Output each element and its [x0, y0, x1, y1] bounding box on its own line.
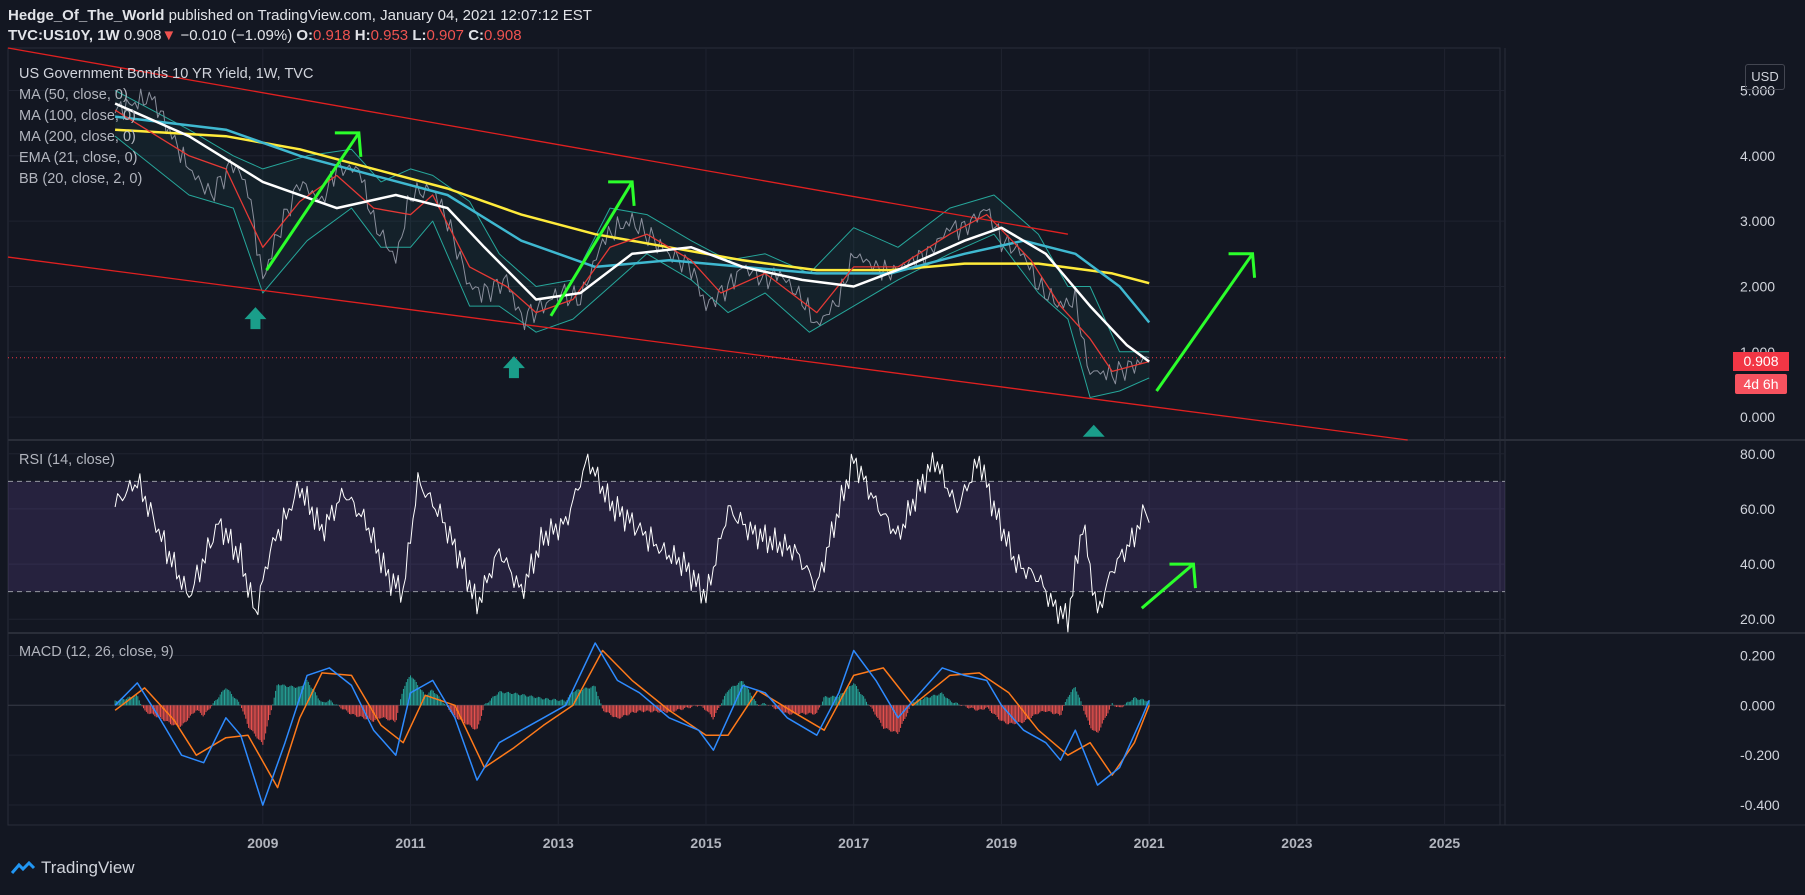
brand-name: TradingView [41, 858, 135, 877]
ema21-line [114, 109, 1150, 373]
up-marker-icon [502, 356, 525, 379]
rsi-line [114, 452, 1150, 633]
low-value: 0.907 [426, 27, 465, 44]
main-pane-title: US Government Bonds 10 YR Yield, 1W, TVC [19, 66, 314, 82]
rsi-tick-label: 40.00 [1740, 556, 1775, 572]
x-tick-label: 2025 [1429, 835, 1460, 851]
bar-countdown: 4d 6h [1735, 374, 1787, 394]
tradingview-logo[interactable]: TradingView [10, 858, 135, 878]
x-tick-label: 2017 [838, 835, 869, 851]
macd-tick-label: -0.400 [1740, 797, 1780, 813]
indicator-bb[interactable]: BB (20, close, 2, 0) [19, 171, 143, 187]
projection-arrow-1-head [334, 131, 363, 158]
author-name[interactable]: Hedge_Of_The_World [8, 7, 165, 24]
bb-upper-band [114, 90, 1150, 353]
projection-arrow-1 [265, 132, 361, 271]
x-tick-label: 2019 [986, 835, 1017, 851]
projection-arrow-2-head [608, 180, 636, 207]
high-value: 0.953 [370, 27, 409, 44]
indicator-ma50[interactable]: MA (50, close, 0) [19, 87, 128, 103]
bb-fill [115, 90, 1150, 398]
macd-pane-title[interactable]: MACD (12, 26, close, 9) [19, 644, 174, 660]
publish-info: published on TradingView.com, January 04… [168, 7, 592, 24]
price-tick-label: 0.000 [1740, 409, 1775, 425]
rsi-pane-title[interactable]: RSI (14, close) [19, 452, 115, 468]
indicator-ma200[interactable]: MA (200, close, 0) [19, 129, 136, 145]
cloud-logo-icon [10, 860, 36, 874]
price-tag: 0.908 [1733, 352, 1789, 371]
macd-tick-label: 0.200 [1740, 647, 1775, 663]
close-value: 0.908 [484, 27, 522, 44]
price-tick-label: 2.000 [1740, 278, 1775, 294]
projection-arrow-2 [549, 181, 634, 317]
ma50-line [114, 102, 1150, 363]
price-tick-label: 5.000 [1740, 82, 1775, 98]
currency-button[interactable]: USD [1745, 64, 1785, 90]
last-price: 0.908 [123, 27, 162, 44]
price-tick-label: 4.000 [1740, 148, 1775, 164]
price-series [114, 88, 1150, 385]
close-label: C: [468, 27, 485, 44]
macd-signal-line [114, 649, 1150, 789]
macd-line [114, 642, 1150, 806]
x-tick-label: 2009 [247, 835, 278, 851]
projection-arrow-3-head [1228, 252, 1257, 278]
x-tick-label: 2013 [543, 835, 574, 851]
low-label: L: [412, 27, 427, 44]
x-tick-label: 2021 [1134, 835, 1165, 851]
channel-upper-line [7, 47, 1069, 235]
down-arrow-icon: ▼ [161, 27, 177, 44]
up-marker-icon [244, 307, 267, 330]
price-change: −0.010 (−1.09%) [180, 27, 293, 44]
open-label: O: [296, 27, 314, 44]
symbol-label[interactable]: TVC:US10Y, 1W [8, 27, 120, 44]
x-tick-label: 2011 [395, 835, 426, 851]
publish-line: Hedge_Of_The_World published on TradingV… [8, 6, 592, 26]
projection-arrow-3 [1155, 252, 1254, 392]
open-value: 0.918 [313, 27, 351, 44]
ohlc-line: TVC:US10Y, 1W 0.908▼ −0.010 (−1.09%) O:0… [8, 26, 592, 46]
rsi-tick-label: 60.00 [1740, 501, 1775, 517]
indicator-ema21[interactable]: EMA (21, close, 0) [19, 150, 138, 166]
indicator-ma100[interactable]: MA (100, close, 0) [19, 108, 136, 124]
macd-tick-label: 0.000 [1740, 697, 1775, 713]
price-tick-label: 3.000 [1740, 213, 1775, 229]
rsi-projection-arrow-head [1169, 562, 1197, 589]
rsi-tick-label: 20.00 [1740, 611, 1775, 627]
x-tick-label: 2023 [1281, 835, 1312, 851]
up-marker-icon [1082, 424, 1105, 437]
high-label: H: [354, 27, 371, 44]
channel-lower-line [7, 256, 1408, 441]
rsi-projection-arrow [1140, 562, 1195, 610]
rsi-tick-label: 80.00 [1740, 446, 1775, 462]
x-tick-label: 2015 [690, 835, 721, 851]
macd-tick-label: -0.200 [1740, 747, 1780, 763]
